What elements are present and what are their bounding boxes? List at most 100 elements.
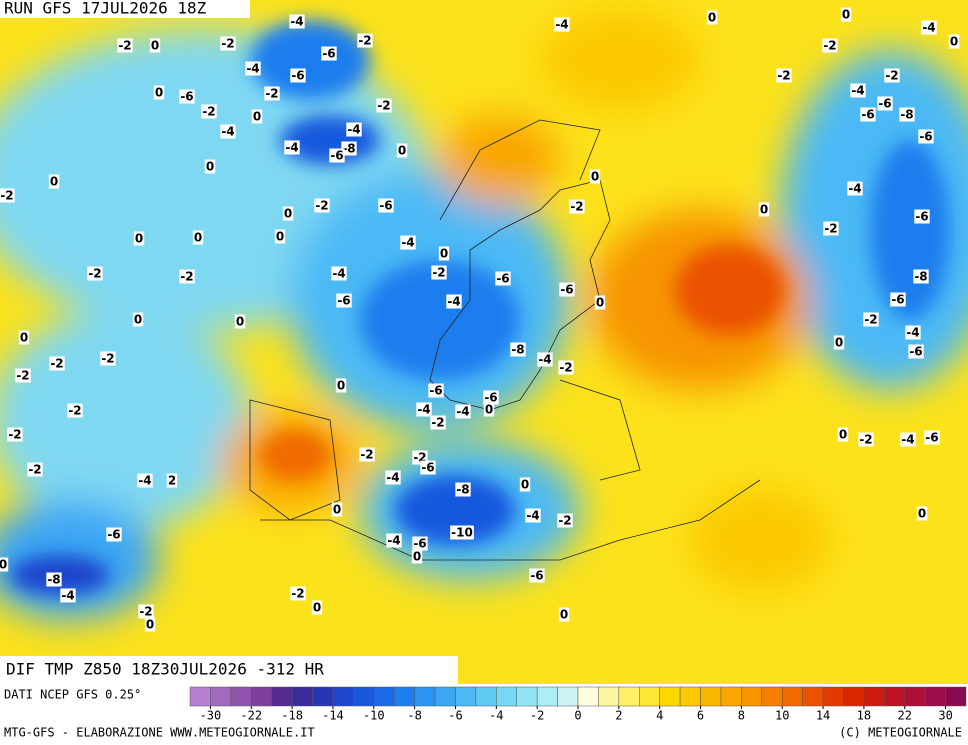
contour-label-bg <box>282 206 294 221</box>
contour-label-bg <box>87 266 103 281</box>
colorbar-swatch <box>863 686 885 707</box>
contour-label-bg <box>153 85 165 100</box>
contour-label: -6 <box>322 47 335 61</box>
contour-label-bg <box>400 235 416 250</box>
contour-label-bg <box>132 312 144 327</box>
contour-label: -6 <box>413 537 426 551</box>
contour-label: -2 <box>823 39 836 53</box>
contour-label-bg <box>905 325 921 340</box>
contour-label: -2 <box>88 267 101 281</box>
contour-label: 0 <box>337 379 345 393</box>
colorbar-tick-label: 14 <box>816 709 830 723</box>
contour-label-bg <box>823 221 839 236</box>
colorbar-tick-label: -2 <box>530 709 544 723</box>
contour-label: -2 <box>68 404 81 418</box>
contour-label: -6 <box>379 199 392 213</box>
contour-label: -8 <box>900 108 913 122</box>
contour-label-bg <box>378 198 394 213</box>
contour-label: -6 <box>484 391 497 405</box>
contour-label-bg <box>416 402 432 417</box>
contour-label: 0 <box>50 175 58 189</box>
contour-label-bg <box>385 470 401 485</box>
colorbar-swatch <box>761 686 783 707</box>
contour-label-bg <box>67 403 83 418</box>
colorbar-swatch <box>230 686 252 707</box>
contour-label-bg <box>100 351 116 366</box>
contour-label-bg <box>525 508 541 523</box>
contour-label: -2 <box>139 605 152 619</box>
colorbar-swatch <box>945 686 967 707</box>
colorbar-tick-label: -14 <box>322 709 344 723</box>
contour-label: -4 <box>221 125 234 139</box>
contour-label: -4 <box>285 141 298 155</box>
map-title: DIF TMP Z850 18Z30JUL2026 -312 HR <box>6 660 324 679</box>
contour-label-bg <box>529 568 545 583</box>
contour-label: 0 <box>276 230 284 244</box>
contour-label: -4 <box>848 182 861 196</box>
contour-label-bg <box>519 477 531 492</box>
contour-label: -4 <box>922 21 935 35</box>
contour-label-bg <box>138 604 154 619</box>
contour-label: -2 <box>570 200 583 214</box>
contour-label-bg <box>594 295 606 310</box>
contour-label-bg <box>46 572 62 587</box>
contour-label-bg <box>7 427 23 442</box>
colorbar-swatch <box>536 686 558 707</box>
colorbar-tick-label: -18 <box>281 709 303 723</box>
colorbar-tick-label: 22 <box>898 709 912 723</box>
contour-label: 0 <box>521 478 529 492</box>
contour-label: 0 <box>839 428 847 442</box>
contour-label: -6 <box>861 108 874 122</box>
contour-label-bg <box>850 83 866 98</box>
contour-label-bg <box>117 38 133 53</box>
colorbar-swatch <box>516 686 538 707</box>
contour-label: -2 <box>377 99 390 113</box>
contour-label-bg <box>179 269 195 284</box>
contour-label-bg <box>359 447 375 462</box>
colorbar-swatch <box>802 686 824 707</box>
contour-label-bg <box>890 292 906 307</box>
contour-label-bg <box>554 17 570 32</box>
contour-label: 0 <box>155 86 163 100</box>
contour-label: -4 <box>447 295 460 309</box>
contour-label: -6 <box>560 283 573 297</box>
contour-label: 0 <box>0 558 7 572</box>
contour-label-bg <box>450 525 474 540</box>
contour-label: 0 <box>485 403 493 417</box>
colorbar-swatch <box>741 686 763 707</box>
colorbar-swatch <box>332 686 354 707</box>
contour-label-bg <box>921 20 937 35</box>
contour-label-bg <box>144 617 156 632</box>
contour-label: -4 <box>555 18 568 32</box>
colorbar-swatch <box>251 686 272 707</box>
contour-label-bg <box>290 586 306 601</box>
contour-label-bg <box>431 265 447 280</box>
colorbar-swatch <box>291 686 313 707</box>
contour-label-bg <box>245 61 261 76</box>
contour-label-bg <box>15 368 31 383</box>
contour-label: -4 <box>538 353 551 367</box>
contour-label: 0 <box>20 331 28 345</box>
colorbar-swatch <box>271 686 293 707</box>
colorbar-swatch <box>924 686 946 707</box>
colorbar-swatch <box>904 686 926 707</box>
contour-label-bg <box>220 124 236 139</box>
colorbar-swatch <box>781 686 803 707</box>
colorbar-swatch <box>373 686 395 707</box>
colorbar-swatch <box>557 686 579 707</box>
contour-label: 0 <box>591 170 599 184</box>
contour-label: -8 <box>456 483 469 497</box>
colorbar-tick-label: 30 <box>938 709 952 723</box>
contour-label: -4 <box>417 403 430 417</box>
colorbar-tick-label: 4 <box>656 709 663 723</box>
contour-label: -2 <box>16 369 29 383</box>
contour-label-bg <box>335 378 347 393</box>
contour-label: -2 <box>8 428 21 442</box>
contour-label-bg <box>908 344 924 359</box>
contour-label-bg <box>106 527 122 542</box>
contour-label: -6 <box>291 69 304 83</box>
contour-label: -2 <box>360 448 373 462</box>
contour-label: -2 <box>558 514 571 528</box>
contour-label: 0 <box>835 336 843 350</box>
contour-label: 0 <box>918 507 926 521</box>
